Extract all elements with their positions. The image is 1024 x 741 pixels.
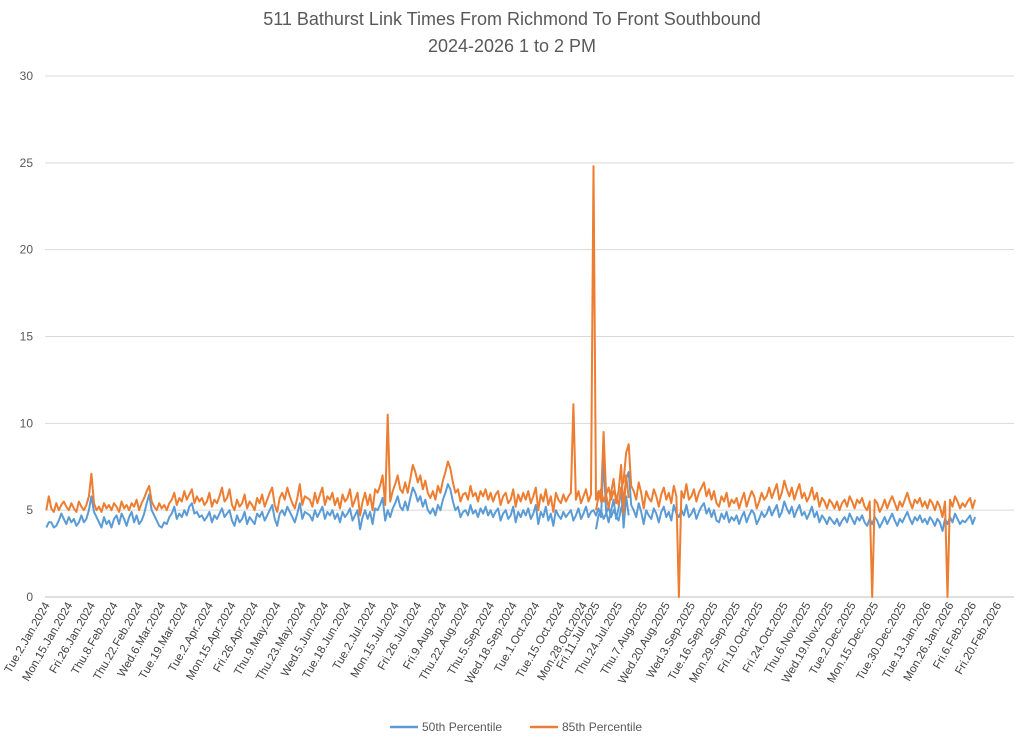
chart-title: 511 Bathurst Link Times From Richmond To… xyxy=(263,9,761,29)
x-tick-label-fri-20-feb-2026: Fri.20.Feb.2026 xyxy=(953,601,1004,677)
y-tick-label-0: 0 xyxy=(26,590,33,604)
y-tick-label-25: 25 xyxy=(20,156,34,170)
gridlines xyxy=(45,75,1014,598)
series-line-85th-percentile-segment-1 xyxy=(45,165,630,517)
y-tick-label-20: 20 xyxy=(20,243,34,257)
legend-label-85th-percentile: 85th Percentile xyxy=(562,720,642,734)
series-lines xyxy=(45,165,977,598)
x-axis-ticks: Tue.2.Jan.2024Mon.15.Jan.2024Fri.26.Jan.… xyxy=(3,600,1005,686)
chart-subtitle: 2024-2026 1 to 2 PM xyxy=(427,36,597,56)
y-tick-label-10: 10 xyxy=(20,416,34,430)
series-50th-percentile xyxy=(45,457,977,532)
legend: 50th Percentile 85th Percentile xyxy=(390,720,642,734)
series-85th-percentile xyxy=(45,165,977,598)
y-axis-ticks: 0 5 10 15 20 25 30 xyxy=(20,69,34,604)
series-line-85th-percentile-segment-2 xyxy=(595,443,977,598)
y-tick-label-30: 30 xyxy=(20,69,34,83)
series-line-50th-percentile-segment-2 xyxy=(595,471,977,532)
legend-label-50th-percentile: 50th Percentile xyxy=(422,720,502,734)
y-tick-label-15: 15 xyxy=(20,330,34,344)
series-line-50th-percentile-segment-1 xyxy=(45,457,630,531)
y-tick-label-5: 5 xyxy=(26,503,33,517)
